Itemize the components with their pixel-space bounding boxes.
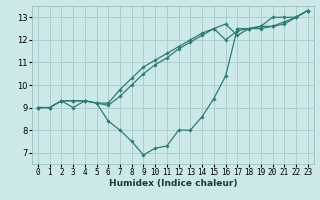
X-axis label: Humidex (Indice chaleur): Humidex (Indice chaleur) — [108, 179, 237, 188]
